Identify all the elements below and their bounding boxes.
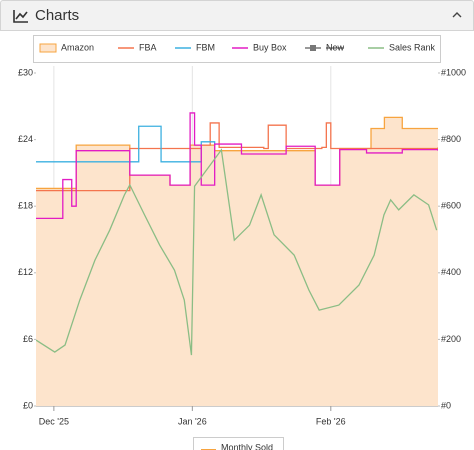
- y2-tick-label: #200: [441, 334, 461, 344]
- y2-tick-label: #1000: [441, 67, 466, 77]
- y-tick-label: £12: [18, 267, 33, 277]
- y2-tick-label: #600: [441, 201, 461, 211]
- series-line: [36, 148, 438, 356]
- legend-label[interactable]: FBM: [196, 42, 215, 52]
- series-line: [36, 125, 216, 163]
- panel-title: Charts: [35, 7, 80, 24]
- y2-tick-label: #800: [441, 134, 461, 144]
- y-tick-label: £0: [23, 400, 33, 410]
- y-tick-label: £6: [23, 334, 33, 344]
- y-tick-label: £24: [18, 134, 33, 144]
- collapse-caret[interactable]: [451, 5, 463, 25]
- legend-swatch: [39, 43, 57, 53]
- y-tick-label: £30: [18, 67, 33, 77]
- legend-label[interactable]: Amazon: [61, 42, 94, 52]
- x-tick-label: Feb '26: [316, 416, 346, 426]
- series-line: [36, 112, 438, 220]
- x-tick-label: Jan '26: [178, 416, 207, 426]
- x-tick-label: Dec '25: [39, 416, 69, 426]
- legend-label[interactable]: Monthly Sold: [221, 442, 273, 450]
- y2-tick-label: #0: [441, 400, 451, 410]
- y2-tick-label: #400: [441, 267, 461, 277]
- panel-header[interactable]: Charts: [0, 0, 474, 31]
- legend-marker: [310, 45, 316, 51]
- secondary-legend-box: [193, 437, 284, 450]
- chart-icon: [13, 10, 28, 23]
- area: [36, 117, 438, 406]
- legend-label[interactable]: Buy Box: [253, 42, 287, 52]
- y-tick-label: £18: [18, 201, 33, 211]
- legend-label[interactable]: New: [326, 42, 345, 52]
- legend-label[interactable]: FBA: [139, 42, 157, 52]
- legend-box: [33, 35, 441, 63]
- legend-label[interactable]: Sales Rank: [389, 42, 436, 52]
